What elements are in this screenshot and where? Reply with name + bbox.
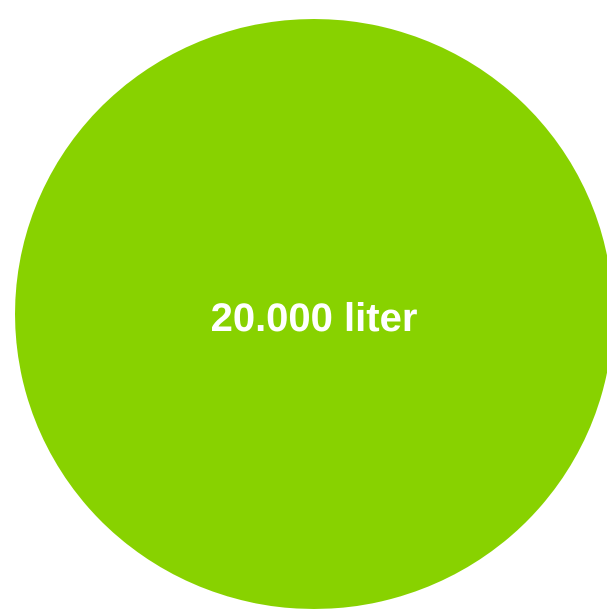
volume-circle: 20.000 liter xyxy=(15,19,607,609)
volume-label: 20.000 liter xyxy=(210,296,418,340)
